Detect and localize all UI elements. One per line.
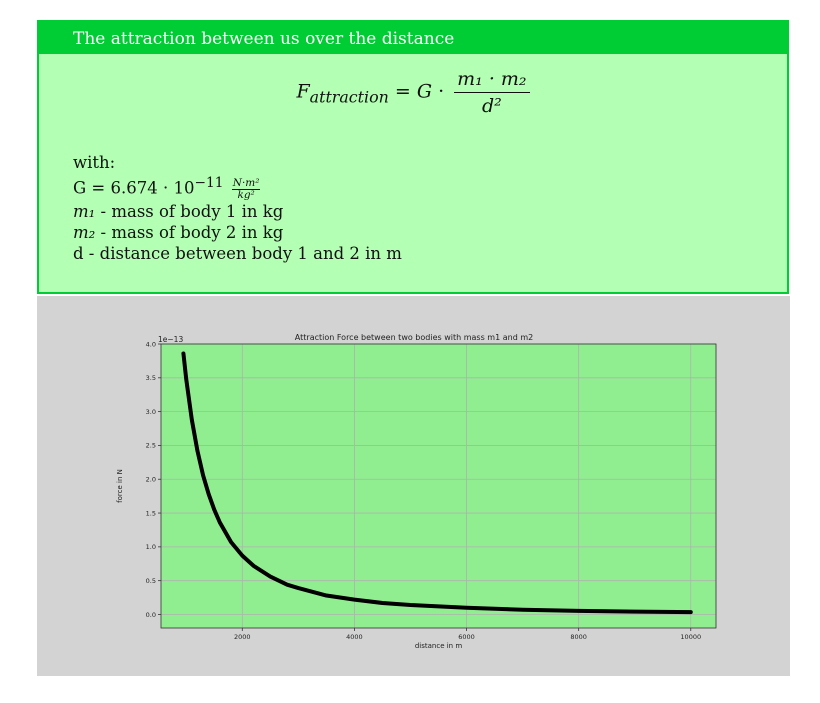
formula-force-subscript: attraction bbox=[309, 87, 389, 107]
m2-text: - mass of body 2 in kg bbox=[95, 222, 284, 242]
definition-m2: m₂ - mass of body 2 in kg bbox=[73, 222, 402, 243]
g-unit: N·m² kg² bbox=[231, 176, 261, 201]
y-tick-label: 1.5 bbox=[146, 509, 156, 517]
x-tick-label: 4000 bbox=[346, 633, 363, 641]
with-label: with: bbox=[73, 153, 116, 172]
y-tick-label: 2.5 bbox=[146, 442, 156, 450]
definition-m1: m₁ - mass of body 1 in kg bbox=[73, 201, 402, 222]
g-definition: G = 6.674 · 10−11 N·m² kg² bbox=[73, 173, 402, 201]
definitions: with: G = 6.674 · 10−11 N·m² kg² m₁ - ma… bbox=[73, 152, 402, 264]
x-tick-label: 10000 bbox=[680, 633, 701, 641]
y-offset-label: 1e−13 bbox=[158, 335, 183, 344]
x-axis-label: distance in m bbox=[415, 642, 462, 650]
x-tick-label: 8000 bbox=[570, 633, 587, 641]
force-curve bbox=[181, 351, 693, 615]
force-chart: Attraction Force between two bodies with… bbox=[116, 333, 717, 650]
y-tick-label: 1.0 bbox=[146, 543, 156, 551]
formula-force-symbol: F bbox=[296, 80, 310, 103]
d-text: d - distance between body 1 and 2 in m bbox=[73, 243, 402, 263]
box-header: The attraction between us over the dista… bbox=[39, 22, 787, 54]
m1-text: - mass of body 1 in kg bbox=[95, 201, 284, 221]
plot-figure: Attraction Force between two bodies with… bbox=[37, 296, 790, 676]
force-formula: Fattraction = G · m₁ · m₂ d² bbox=[39, 68, 787, 117]
m2-symbol: m₂ bbox=[73, 222, 96, 242]
y-tick-label: 0.0 bbox=[146, 611, 156, 619]
formula-fraction: m₁ · m₂ d² bbox=[454, 68, 530, 117]
g-value: G = 6.674 · 10 bbox=[73, 178, 195, 198]
formula-equals: = bbox=[394, 80, 411, 103]
plot-area bbox=[161, 344, 716, 628]
m1-symbol: m₁ bbox=[73, 201, 96, 221]
formula-numerator: m₁ · m₂ bbox=[454, 68, 530, 93]
formula-box: The attraction between us over the dista… bbox=[37, 20, 789, 294]
y-tick-label: 4.0 bbox=[146, 340, 156, 348]
formula-denominator: d² bbox=[481, 95, 502, 117]
y-tick-label: 2.0 bbox=[146, 476, 156, 484]
y-tick-label: 3.5 bbox=[146, 374, 156, 382]
definition-d: d - distance between body 1 and 2 in m bbox=[73, 243, 402, 264]
ticks: 2000 4000 6000 8000 10000 0.0 0.5 1.0 1.5 2.0 2.5 3… bbox=[146, 340, 701, 641]
y-tick-label: 3.0 bbox=[146, 408, 156, 416]
y-tick-label: 0.5 bbox=[146, 577, 156, 585]
x-tick-label: 6000 bbox=[458, 633, 475, 641]
x-tick-label: 2000 bbox=[234, 633, 251, 641]
g-exponent: −11 bbox=[194, 175, 224, 191]
formula-dot: · bbox=[438, 80, 445, 103]
g-unit-denominator: kg² bbox=[237, 188, 255, 201]
g-unit-numerator: N·m² bbox=[231, 176, 261, 190]
chart-title: Attraction Force between two bodies with… bbox=[295, 333, 533, 342]
formula-gravity-constant: G bbox=[416, 80, 433, 103]
axes-frame bbox=[160, 343, 717, 629]
y-axis-label: force in N bbox=[116, 469, 124, 503]
